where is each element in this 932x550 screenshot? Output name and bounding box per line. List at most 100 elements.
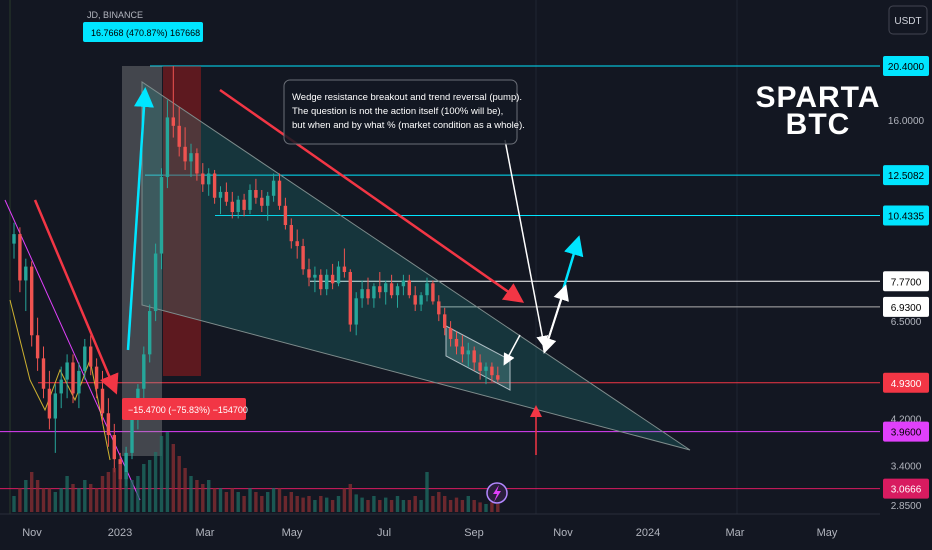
red-down-arrow-2 <box>219 88 525 303</box>
candle <box>148 304 152 363</box>
volume-bar <box>301 497 305 512</box>
price-axis[interactable]: 16.000012.800010.20006.50004.20003.40002… <box>880 0 932 550</box>
white-double-arrow-head-up <box>547 284 569 341</box>
volume-bar <box>18 488 22 512</box>
price-level-tags: 20.4000 12.5082 10.4335 7.7700 6.9300 4.9300 3… <box>883 56 929 499</box>
volume-bar <box>159 436 164 512</box>
currency-button[interactable]: USDT <box>888 5 928 35</box>
candle <box>437 295 441 322</box>
candle <box>283 197 288 230</box>
volume-bar <box>254 492 258 512</box>
level-tag-7: 3.0666 <box>883 478 929 499</box>
volume-bar <box>289 492 293 512</box>
volume-bar <box>389 500 394 512</box>
x-tick-9: May <box>817 527 838 539</box>
measure-up-label: JD, BINANCE 16.7668 (470.87%) 167668 <box>83 10 203 42</box>
volume-bar <box>496 504 500 512</box>
volume-series <box>12 432 500 512</box>
x-tick-1: 2023 <box>108 527 132 539</box>
volume-bar <box>100 476 105 512</box>
candle <box>443 307 447 336</box>
volume-bar <box>148 460 152 512</box>
svg-text:7.7700: 7.7700 <box>891 277 922 288</box>
annotation-callout[interactable]: Wedge resistance breakout and trend reve… <box>283 79 525 145</box>
candle <box>431 280 435 305</box>
candle <box>313 266 317 293</box>
symbol-label: JD, BINANCE <box>87 10 143 20</box>
volume-bar <box>236 492 240 512</box>
candle <box>189 143 193 178</box>
volume-bar <box>348 484 352 512</box>
y-tick-5: 3.4000 <box>891 462 922 473</box>
volume-bar <box>242 496 246 512</box>
candle <box>366 277 370 305</box>
volume-bar <box>35 480 40 512</box>
volume-bar <box>118 464 122 512</box>
volume-bar <box>212 488 217 512</box>
y-tick-6: 2.8500 <box>891 501 922 512</box>
volume-bar <box>183 468 187 512</box>
volume-bar <box>407 500 411 512</box>
volume-bar <box>201 484 205 512</box>
candle <box>319 269 323 296</box>
time-axis-ticks: Nov 2023 Mar May Jul Sep Nov 2024 Mar May <box>22 527 838 539</box>
candle <box>496 366 500 382</box>
volume-bar <box>443 496 447 512</box>
volume-bar <box>53 492 57 512</box>
candle <box>277 173 282 210</box>
svg-text:12.5082: 12.5082 <box>888 171 925 182</box>
candle <box>94 358 99 399</box>
candle <box>18 227 22 293</box>
volume-bar <box>472 500 476 512</box>
svg-text:10.4335: 10.4335 <box>888 212 925 223</box>
candle <box>295 229 299 259</box>
volume-bar <box>425 472 429 512</box>
candle <box>254 178 258 204</box>
level-tag-4: 6.9300 <box>883 296 929 317</box>
volume-bar <box>94 488 99 512</box>
volume-bar <box>378 500 382 512</box>
volume-bar <box>283 496 288 512</box>
measure-up-text: 16.7668 (470.87%) 167668 <box>91 28 200 38</box>
candle <box>407 274 411 299</box>
candle <box>384 280 388 305</box>
candle <box>460 335 465 363</box>
candle <box>325 269 329 296</box>
candle <box>142 346 146 399</box>
candle <box>454 331 459 355</box>
volume-bar <box>165 432 170 512</box>
candle <box>159 168 164 270</box>
candle <box>372 283 376 308</box>
candle <box>472 346 476 371</box>
volume-bar <box>89 484 93 512</box>
volume-bar <box>448 500 453 512</box>
x-tick-8: Mar <box>726 527 745 539</box>
white-small-arrow <box>503 334 521 366</box>
candle <box>389 274 394 299</box>
volume-bar <box>490 502 494 512</box>
cyan-up-arrow-right <box>561 235 584 291</box>
time-axis[interactable]: Nov 2023 Mar May Jul Sep Nov 2024 Mar May <box>0 513 932 550</box>
candle <box>271 173 276 202</box>
volume-bar <box>325 497 329 512</box>
candle <box>289 218 293 249</box>
volume-bar <box>484 504 488 512</box>
volume-bar <box>431 496 435 512</box>
candle <box>106 398 111 447</box>
y-tick-4: 4.2000 <box>891 415 922 426</box>
lightning-icon[interactable] <box>486 482 508 504</box>
volume-bar <box>454 497 459 512</box>
candle <box>212 169 217 204</box>
candle <box>65 354 69 399</box>
volume-bar <box>142 464 146 512</box>
volume-bar <box>124 472 128 512</box>
svg-text:3.0666: 3.0666 <box>891 485 922 496</box>
x-tick-0: Nov <box>22 527 42 539</box>
y-tick-3: 6.5000 <box>891 317 922 328</box>
volume-bar <box>218 488 223 512</box>
level-tag-3: 7.7700 <box>883 271 929 292</box>
candle <box>47 370 52 430</box>
volume-bar <box>177 456 181 512</box>
volume-bar <box>153 452 158 512</box>
